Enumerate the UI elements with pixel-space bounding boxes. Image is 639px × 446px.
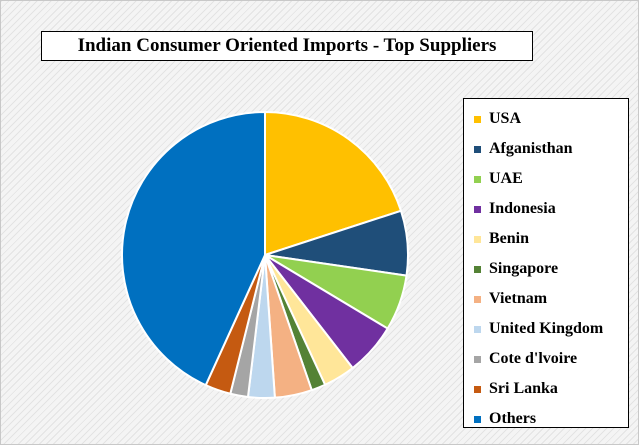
- legend-label: Afganisthan: [489, 140, 573, 157]
- legend-item: Afganisthan: [464, 134, 628, 164]
- legend-swatch: [474, 235, 481, 243]
- legend-item: Vietnam: [464, 284, 628, 314]
- legend-label: Singapore: [489, 260, 559, 277]
- legend-label: USA: [489, 110, 522, 127]
- legend-swatch: [474, 145, 481, 153]
- legend-label: United Kingdom: [489, 320, 604, 337]
- legend-swatch: [474, 175, 481, 183]
- legend: USA Afganisthan UAE Indonesia Benin Singapore…: [463, 98, 629, 428]
- legend-label: Benin: [489, 230, 530, 247]
- legend-item: Indonesia: [464, 194, 628, 224]
- legend-item: Cote d'lvoire: [464, 344, 628, 374]
- legend-item: United Kingdom: [464, 314, 628, 344]
- legend-label: Sri Lanka: [489, 380, 558, 397]
- legend-swatch: [474, 385, 481, 393]
- legend-item: USA: [464, 104, 628, 134]
- legend-swatch: [474, 415, 481, 423]
- legend-item: UAE: [464, 164, 628, 194]
- legend-swatch: [474, 265, 481, 273]
- legend-label: Vietnam: [489, 290, 548, 307]
- legend-item: Benin: [464, 224, 628, 254]
- pie-slice-usa: [264, 110, 403, 257]
- legend-item: Sri Lanka: [464, 374, 628, 404]
- legend-swatch: [474, 355, 481, 363]
- legend-item: Others: [464, 404, 628, 434]
- legend-swatch: [474, 115, 481, 123]
- legend-label: Others: [489, 410, 537, 427]
- legend-label: Indonesia: [489, 200, 556, 217]
- legend-label: UAE: [489, 170, 523, 187]
- pie-slice-others: [121, 110, 266, 387]
- legend-swatch: [474, 205, 481, 213]
- chart-title: Indian Consumer Oriented Imports - Top S…: [41, 31, 533, 61]
- legend-label: Cote d'lvoire: [489, 350, 578, 367]
- legend-item: Singapore: [464, 254, 628, 284]
- legend-swatch: [474, 325, 481, 333]
- legend-swatch: [474, 295, 481, 303]
